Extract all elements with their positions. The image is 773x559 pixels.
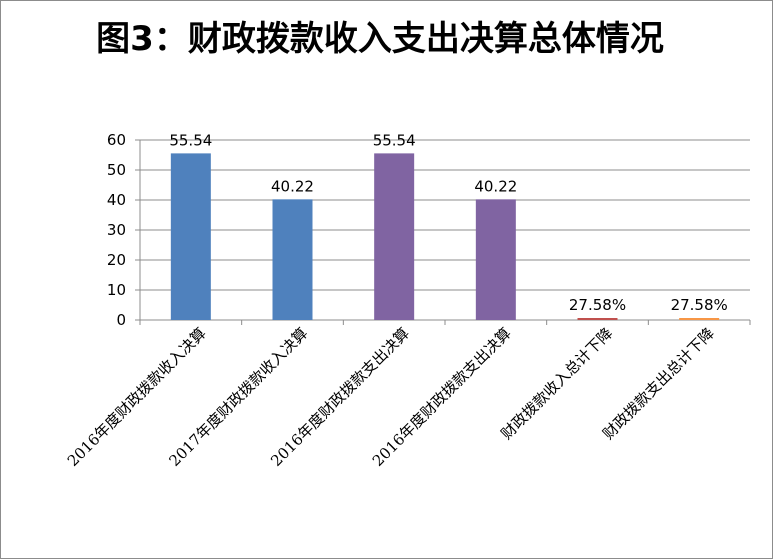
- x-category-label: 财政拨款支出总计下降: [599, 324, 718, 443]
- y-tick-label: 50: [107, 161, 126, 179]
- data-label: 55.54: [373, 131, 416, 149]
- y-tick-label: 40: [107, 191, 126, 209]
- x-category-label: 财政拨款收入总计下降: [498, 324, 617, 443]
- data-labels: 55.54 40.22 55.54 40.22 27.58% 27.58%: [169, 131, 727, 314]
- data-label: 27.58%: [569, 296, 626, 314]
- bars: [170, 153, 720, 320]
- bar: [577, 318, 618, 320]
- gridlines: [140, 139, 750, 291]
- y-tick-label: 30: [107, 221, 126, 239]
- y-tick-label: 20: [107, 251, 126, 269]
- bar: [374, 153, 415, 320]
- data-label: 27.58%: [671, 296, 728, 314]
- y-tick-label: 0: [116, 311, 126, 329]
- bar: [170, 153, 211, 320]
- chart-title: 图3：财政拨款收入支出决算总体情况: [96, 19, 664, 59]
- data-label: 40.22: [474, 177, 517, 195]
- bar: [475, 199, 516, 320]
- y-tick-label: 60: [107, 131, 126, 149]
- data-label: 55.54: [169, 131, 212, 149]
- bar: [679, 318, 720, 320]
- bar: [272, 199, 313, 320]
- data-label: 40.22: [271, 177, 314, 195]
- category-labels: 2016年度财政拨款收入决算2017年度财政拨款收入决算2016年度财政拨款支出…: [64, 324, 718, 470]
- y-tick-label: 10: [107, 281, 126, 299]
- axes: 0 10 20 30 40 50 60: [107, 131, 751, 329]
